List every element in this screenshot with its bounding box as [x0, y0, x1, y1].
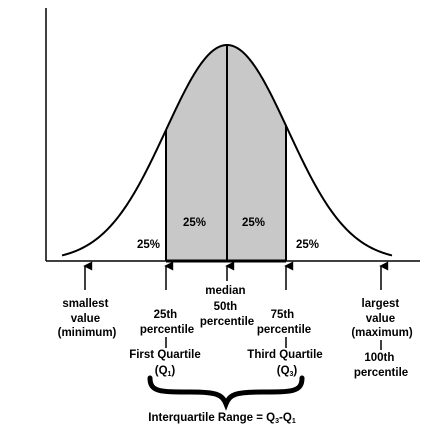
median-q3-percent: 25%	[242, 217, 265, 229]
third-quartile-label: Third Quartile	[247, 349, 322, 361]
max-percentile-label: 100th percentile	[354, 352, 408, 379]
q1-median-percent: 25%	[183, 217, 206, 229]
q3-percentile-label: 75th percentile	[257, 309, 311, 336]
minimum-label: smallest value (minimum)	[58, 298, 117, 339]
q1-percentile-label: 25th percentile	[140, 309, 194, 336]
iqr-label: Interquartile Range = Q3-Q1	[148, 412, 296, 425]
q3-symbol-label: (Q3)	[277, 365, 298, 378]
maximum-label: largest value (maximum)	[351, 298, 413, 339]
right-tail-percent: 25%	[296, 239, 319, 251]
first-quartile-label: First Quartile	[129, 349, 201, 361]
left-tail-percent: 25%	[137, 239, 160, 251]
median-label: median 50th percentile	[200, 285, 254, 328]
q1-symbol-label: (Q1)	[155, 365, 176, 378]
iqr-curly-brace	[147, 375, 305, 411]
